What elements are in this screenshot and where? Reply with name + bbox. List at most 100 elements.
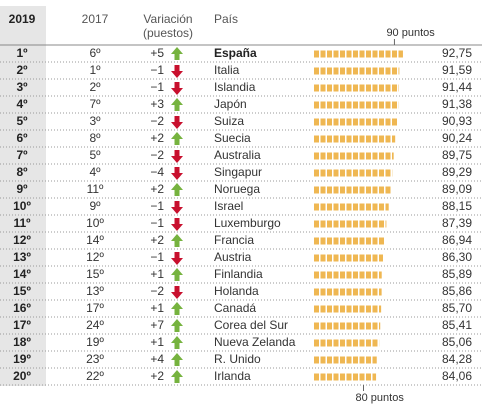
country: Canadá (214, 301, 256, 315)
rank-2017: 12º (86, 250, 104, 264)
country: Singapur (214, 165, 262, 179)
rank-2019: 15º (13, 284, 31, 298)
country: Nueva Zelanda (214, 335, 296, 349)
score: 90,24 (442, 131, 472, 145)
country: Corea del Sur (214, 318, 288, 332)
score: 87,39 (442, 216, 472, 230)
change-arrow (171, 82, 183, 95)
change: +2 (150, 182, 164, 196)
rank-2017: 5º (89, 148, 101, 162)
rank-2019: 2º (16, 63, 28, 77)
country: Francia (214, 233, 254, 247)
change: −1 (150, 80, 164, 94)
score: 92,75 (442, 46, 472, 60)
rank-2017: 13º (86, 284, 104, 298)
rank-2017: 6º (89, 46, 101, 60)
header-change: Variación (143, 12, 192, 26)
score: 85,41 (442, 318, 472, 332)
rank-2017: 9º (89, 199, 101, 213)
country: Islandia (214, 80, 256, 94)
change-arrow (171, 183, 183, 196)
score: 84,28 (442, 352, 472, 366)
change-arrow (171, 268, 183, 281)
change-arrow (171, 218, 183, 231)
header-2019: 2019 (9, 12, 36, 26)
score: 89,75 (442, 148, 472, 162)
scale-label: 90 puntos (386, 27, 435, 39)
change: +7 (150, 318, 164, 332)
rank-2019: 17º (13, 318, 31, 332)
header-country: País (214, 12, 238, 26)
change: −4 (150, 165, 164, 179)
score: 91,44 (442, 80, 472, 94)
country: Luxemburgo (214, 216, 281, 230)
change-arrow (171, 132, 183, 145)
score: 86,30 (442, 250, 472, 264)
score: 91,59 (442, 63, 472, 77)
header-2017: 2017 (82, 12, 109, 26)
score: 89,29 (442, 165, 472, 179)
change-arrow (171, 116, 183, 129)
rank-2017: 19º (86, 335, 104, 349)
country: Noruega (214, 182, 260, 196)
change-arrow (171, 336, 183, 349)
change: −1 (150, 199, 164, 213)
rank-2017: 4º (89, 165, 101, 179)
score: 84,06 (442, 369, 472, 383)
change: −1 (150, 250, 164, 264)
change-arrow (171, 252, 183, 265)
change-arrow (171, 302, 183, 315)
change-arrow (171, 47, 183, 60)
country: Israel (214, 199, 243, 213)
country: Australia (214, 148, 261, 162)
rank-2017: 8º (89, 131, 101, 145)
change-arrow (171, 370, 183, 383)
score: 88,15 (442, 199, 472, 213)
country: Holanda (214, 284, 259, 298)
country: Finlandia (214, 267, 263, 281)
score: 91,38 (442, 97, 472, 111)
rank-2019: 4º (16, 97, 28, 111)
change-arrow (171, 65, 183, 78)
change: +2 (150, 369, 164, 383)
change: +5 (150, 46, 164, 60)
score: 89,09 (442, 182, 472, 196)
rank-2017: 3º (89, 114, 101, 128)
change: +2 (150, 131, 164, 145)
rank-2019: 9º (16, 182, 28, 196)
rank-2019: 12º (13, 233, 31, 247)
change: −2 (150, 114, 164, 128)
rank-2017: 2º (89, 80, 101, 94)
score: 86,94 (442, 233, 472, 247)
score: 85,06 (442, 335, 472, 349)
change-arrow (171, 150, 183, 163)
change-arrow (171, 286, 183, 299)
country: Italia (214, 63, 240, 77)
country: Irlanda (214, 369, 251, 383)
change: −2 (150, 148, 164, 162)
rank-2017: 11º (87, 182, 104, 196)
country: España (214, 46, 257, 60)
rank-2017: 22º (86, 369, 104, 383)
rank-2017: 1º (89, 63, 101, 77)
rank-2019: 19º (13, 352, 31, 366)
rank-2017: 7º (89, 97, 101, 111)
change: +1 (150, 301, 164, 315)
change: +1 (150, 335, 164, 349)
change: +4 (150, 352, 164, 366)
change: +2 (150, 233, 164, 247)
rank-2017: 15º (86, 267, 104, 281)
country: Austria (214, 250, 252, 264)
rank-2019: 13º (13, 250, 31, 264)
change: −1 (150, 216, 164, 230)
header-change-sub: (puestos) (143, 26, 193, 40)
change-arrow (171, 319, 183, 332)
rank-2017: 10º (86, 216, 104, 230)
country: Japón (214, 97, 247, 111)
change: −1 (150, 63, 164, 77)
rank-2019: 6º (16, 131, 28, 145)
change-arrow (171, 201, 183, 214)
rank-2019: 5º (16, 114, 28, 128)
rank-2019: 16º (13, 301, 31, 315)
rank-2019: 11º (13, 216, 31, 230)
